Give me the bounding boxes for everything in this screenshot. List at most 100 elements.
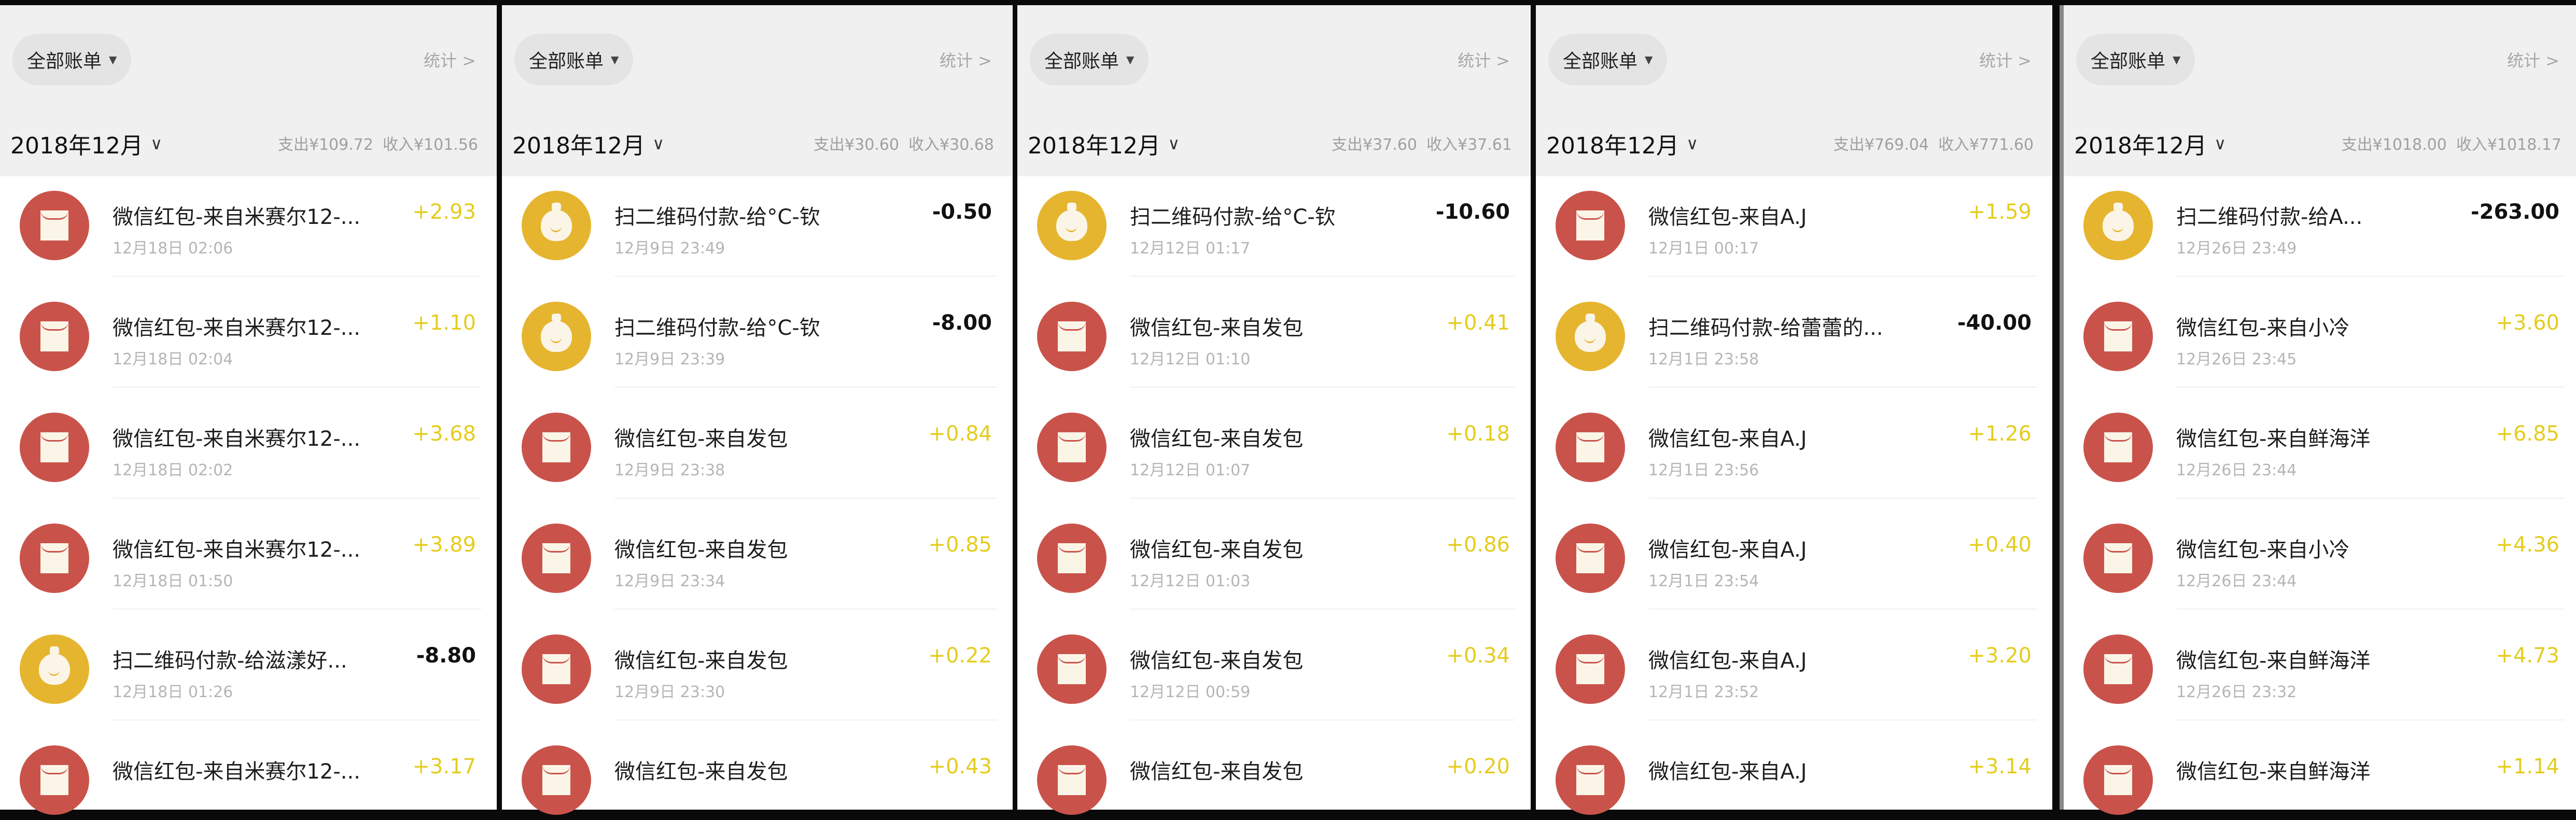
transaction-row[interactable]: 微信红包-来自发包 12月12日 01:03 +0.86 bbox=[1017, 498, 1531, 598]
transaction-row[interactable]: 微信红包-来自米赛尔12-... +3.17 bbox=[0, 719, 497, 820]
expense-total: 支出¥769.04 bbox=[1833, 136, 1929, 154]
transaction-row[interactable]: 微信红包-来自小冷 12月26日 23:44 +4.36 bbox=[2064, 498, 2576, 598]
transaction-amount: +0.20 bbox=[1446, 755, 1510, 779]
money-bag-icon bbox=[522, 302, 591, 371]
red-packet-icon bbox=[1037, 524, 1107, 593]
transaction-date: 12月12日 00:59 bbox=[1130, 683, 1251, 701]
all-bills-filter[interactable]: 全部账单 ▼ bbox=[1548, 34, 1668, 86]
row-divider bbox=[1648, 276, 2037, 277]
envelope-glyph bbox=[1576, 432, 1604, 462]
month-label: 2018年12月 bbox=[1546, 133, 1679, 159]
all-bills-filter[interactable]: 全部账单 ▼ bbox=[12, 34, 132, 86]
red-packet-icon bbox=[522, 524, 591, 593]
transaction-row[interactable]: 微信红包-来自A.J 12月1日 23:56 +1.26 bbox=[1536, 387, 2052, 487]
month-selector[interactable]: 2018年12月 ∨ bbox=[1546, 127, 1698, 160]
month-summary: 支出¥37.60 收入¥37.61 bbox=[1322, 132, 1512, 154]
month-selector[interactable]: 2018年12月 ∨ bbox=[512, 127, 664, 160]
stats-link[interactable]: 统计 > bbox=[424, 51, 476, 70]
transaction-row[interactable]: 微信红包-来自米赛尔12-... 12月18日 02:04 +1.10 bbox=[0, 276, 497, 376]
red-packet-icon bbox=[1037, 634, 1107, 704]
transaction-title: 微信红包-来自发包 bbox=[1130, 316, 1304, 340]
transaction-amount: +0.22 bbox=[928, 644, 992, 668]
transaction-row[interactable]: 微信红包-来自A.J +3.14 bbox=[1536, 719, 2052, 820]
red-packet-icon bbox=[20, 524, 89, 593]
dropdown-caret-icon: ▼ bbox=[1126, 53, 1135, 66]
transaction-date: 12月1日 23:56 bbox=[1648, 461, 1759, 479]
stats-link[interactable]: 统计 > bbox=[1979, 51, 2032, 70]
transaction-row[interactable]: 微信红包-来自米赛尔12-... 12月18日 02:02 +3.68 bbox=[0, 387, 497, 487]
all-bills-filter[interactable]: 全部账单 ▼ bbox=[2076, 34, 2195, 86]
transaction-date: 12月18日 01:26 bbox=[113, 683, 233, 701]
transaction-row[interactable]: 微信红包-来自小冷 12月26日 23:45 +3.60 bbox=[2064, 276, 2576, 376]
transaction-row[interactable]: 微信红包-来自鲜海洋 12月26日 23:44 +6.85 bbox=[2064, 387, 2576, 487]
month-selector[interactable]: 2018年12月 ∨ bbox=[1028, 127, 1180, 160]
transaction-date: 12月26日 23:44 bbox=[2176, 572, 2297, 590]
red-packet-icon bbox=[1037, 302, 1107, 371]
transaction-row[interactable]: 扫二维码付款-给°C-钦 12月9日 23:39 -8.00 bbox=[502, 276, 1013, 376]
red-packet-icon bbox=[1037, 745, 1107, 815]
transaction-row[interactable]: 微信红包-来自米赛尔12-... 12月18日 02:06 +2.93 bbox=[0, 176, 497, 265]
bill-header: 全部账单 ▼ 统计 > 2018年12月 ∨ 支出¥769.04 收入¥771.60 bbox=[1536, 5, 2052, 176]
month-summary: 支出¥109.72 收入¥101.56 bbox=[269, 132, 478, 154]
transaction-title: 微信红包-来自鲜海洋 bbox=[2176, 760, 2371, 784]
transaction-date: 12月18日 02:04 bbox=[113, 350, 233, 369]
month-label: 2018年12月 bbox=[10, 133, 143, 159]
stats-link[interactable]: 统计 > bbox=[940, 51, 992, 70]
transaction-row[interactable]: 微信红包-来自发包 +0.20 bbox=[1017, 719, 1531, 820]
transaction-row[interactable]: 扫二维码付款-给°C-钦 12月12日 01:17 -10.60 bbox=[1017, 176, 1531, 265]
red-packet-icon bbox=[1556, 745, 1625, 815]
all-bills-filter[interactable]: 全部账单 ▼ bbox=[1030, 34, 1149, 86]
all-bills-filter[interactable]: 全部账单 ▼ bbox=[514, 34, 634, 86]
transaction-row[interactable]: 微信红包-来自发包 12月9日 23:34 +0.85 bbox=[502, 498, 1013, 598]
transaction-amount: +2.93 bbox=[412, 200, 476, 224]
transaction-amount: +3.20 bbox=[1968, 644, 2032, 668]
row-divider bbox=[1130, 609, 1515, 610]
transaction-title: 微信红包-来自小冷 bbox=[2176, 538, 2350, 562]
row-divider bbox=[1130, 276, 1515, 277]
transaction-title: 微信红包-来自小冷 bbox=[2176, 316, 2350, 340]
transaction-amount: +3.68 bbox=[412, 422, 476, 446]
month-selector[interactable]: 2018年12月 ∨ bbox=[2074, 127, 2226, 160]
transaction-row[interactable]: 扫二维码付款-给滋漾好... 12月18日 01:26 -8.80 bbox=[0, 609, 497, 709]
bill-header: 全部账单 ▼ 统计 > 2018年12月 ∨ 支出¥1018.00 收入¥1018.17 bbox=[2064, 5, 2576, 176]
month-selector[interactable]: 2018年12月 ∨ bbox=[10, 127, 162, 160]
stats-link[interactable]: 统计 > bbox=[2507, 51, 2559, 70]
red-packet-icon bbox=[1037, 413, 1107, 482]
expense-total: 支出¥1018.00 bbox=[2341, 136, 2447, 154]
row-divider bbox=[1130, 719, 1515, 720]
transaction-row[interactable]: 微信红包-来自发包 12月12日 01:10 +0.41 bbox=[1017, 276, 1531, 376]
red-packet-icon bbox=[1556, 413, 1625, 482]
transaction-date: 12月1日 23:52 bbox=[1648, 683, 1759, 701]
envelope-glyph bbox=[40, 321, 68, 351]
transaction-title: 微信红包-来自发包 bbox=[1130, 649, 1304, 673]
envelope-glyph bbox=[2104, 654, 2132, 684]
transaction-row[interactable]: 扫二维码付款-给A... 12月26日 23:49 -263.00 bbox=[2064, 176, 2576, 265]
transaction-row[interactable]: 扫二维码付款-给蕾蕾的... 12月1日 23:58 -40.00 bbox=[1536, 276, 2052, 376]
transaction-title: 微信红包-来自发包 bbox=[1130, 760, 1304, 784]
month-label: 2018年12月 bbox=[1028, 133, 1160, 159]
transaction-amount: +3.17 bbox=[412, 755, 476, 779]
row-divider bbox=[2176, 276, 2565, 277]
red-packet-icon bbox=[20, 413, 89, 482]
transaction-title: 微信红包-来自A.J bbox=[1648, 649, 1807, 673]
transaction-row[interactable]: 微信红包-来自鲜海洋 +1.14 bbox=[2064, 719, 2576, 820]
transaction-amount: +0.85 bbox=[928, 533, 992, 557]
transaction-row[interactable]: 微信红包-来自发包 +0.43 bbox=[502, 719, 1013, 820]
transaction-row[interactable]: 微信红包-来自发包 12月12日 00:59 +0.34 bbox=[1017, 609, 1531, 709]
transaction-row[interactable]: 微信红包-来自米赛尔12-... 12月18日 01:50 +3.89 bbox=[0, 498, 497, 598]
transaction-title: 微信红包-来自A.J bbox=[1648, 205, 1807, 229]
transaction-row[interactable]: 微信红包-来自A.J 12月1日 23:54 +0.40 bbox=[1536, 498, 2052, 598]
envelope-glyph bbox=[1058, 432, 1086, 462]
month-label: 2018年12月 bbox=[2074, 133, 2207, 159]
transaction-row[interactable]: 微信红包-来自A.J 12月1日 00:17 +1.59 bbox=[1536, 176, 2052, 265]
transaction-row[interactable]: 微信红包-来自发包 12月9日 23:30 +0.22 bbox=[502, 609, 1013, 709]
envelope-glyph bbox=[1576, 765, 1604, 795]
transaction-row[interactable]: 微信红包-来自发包 12月9日 23:38 +0.84 bbox=[502, 387, 1013, 487]
row-divider bbox=[1648, 719, 2037, 720]
stats-link[interactable]: 统计 > bbox=[1458, 51, 1510, 70]
transaction-row[interactable]: 微信红包-来自A.J 12月1日 23:52 +3.20 bbox=[1536, 609, 2052, 709]
transaction-row[interactable]: 微信红包-来自鲜海洋 12月26日 23:32 +4.73 bbox=[2064, 609, 2576, 709]
transaction-row[interactable]: 扫二维码付款-给°C-钦 12月9日 23:49 -0.50 bbox=[502, 176, 1013, 265]
transaction-row[interactable]: 微信红包-来自发包 12月12日 01:07 +0.18 bbox=[1017, 387, 1531, 487]
dropdown-caret-icon: ▼ bbox=[109, 53, 117, 66]
